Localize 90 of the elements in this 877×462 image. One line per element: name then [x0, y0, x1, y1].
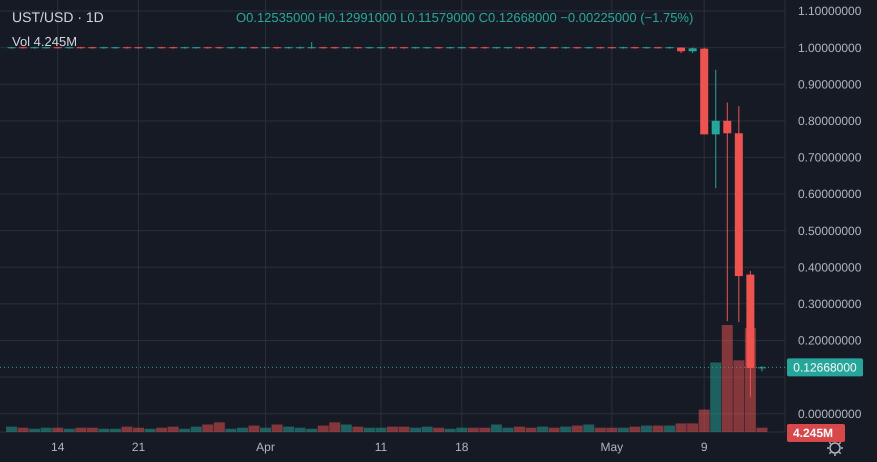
bar: [168, 426, 179, 432]
y-tick-label: 0.50000000: [798, 224, 862, 238]
bar: [594, 428, 606, 432]
bar: [664, 426, 676, 432]
candlestick: [723, 102, 732, 322]
bar: [433, 428, 444, 432]
bar: [133, 428, 144, 432]
y-tick-label: 0.70000000: [798, 150, 862, 165]
bar: [479, 428, 490, 432]
y-tick-label: 0.60000000: [798, 187, 862, 202]
bar: [294, 428, 306, 432]
bar: [526, 428, 537, 432]
bar: [387, 426, 398, 432]
bar: [236, 428, 248, 432]
annotation: Vol 4.245M: [12, 34, 78, 49]
bar: [18, 428, 29, 432]
bar: [444, 428, 456, 432]
bar: [329, 422, 340, 432]
bar: [190, 426, 202, 432]
y-tick-label: 1.10000000: [798, 4, 862, 18]
bar: [722, 325, 733, 432]
bar: [272, 424, 283, 432]
y-tick-label: 0.20000000: [798, 334, 862, 348]
bar: [514, 426, 525, 432]
bar: [583, 424, 594, 432]
x-tick-label: 21: [132, 440, 146, 454]
bar: [52, 428, 64, 432]
bar: [110, 428, 121, 432]
bar: [29, 428, 40, 432]
x-tick-label: Apr: [256, 440, 275, 454]
bar: [352, 426, 364, 432]
bar: [537, 426, 548, 432]
bar: [490, 424, 502, 432]
bar: [121, 426, 132, 432]
candlestick: [712, 69, 720, 189]
bar: [756, 428, 768, 432]
x-tick-label: 18: [455, 440, 469, 454]
bar: [214, 422, 225, 432]
y-tick-label: 1.00000000: [798, 40, 862, 55]
bar: [225, 428, 236, 432]
y-tick-label: 0.40000000: [798, 260, 862, 274]
bar: [560, 426, 572, 432]
bar: [410, 428, 422, 432]
bar: [364, 428, 375, 432]
bar: [606, 428, 618, 432]
bar: [6, 426, 18, 432]
bar: [548, 428, 560, 432]
bar: [687, 423, 698, 432]
bar: [698, 410, 710, 432]
bar: [318, 426, 329, 432]
text: 4.245M: [793, 426, 834, 440]
x-tick-label: 9: [700, 440, 708, 454]
y-tick-label: 0.80000000: [798, 114, 862, 128]
bar: [398, 426, 410, 432]
x-tick-label: 11: [374, 440, 388, 454]
bar: [202, 424, 214, 432]
text: UST/USD · 1D: [12, 9, 104, 25]
bar: [468, 428, 479, 432]
bar: [86, 428, 98, 432]
x-tick-label: 14: [51, 440, 65, 454]
bar: [144, 428, 156, 432]
bar: [572, 426, 583, 432]
bar: [629, 426, 640, 432]
bar: [248, 426, 260, 432]
text: O0.12535000 H0.12991000 L0.11579000 C0.12668000 −0.00225000 (−1.75%): [236, 10, 694, 25]
bar: [75, 428, 86, 432]
bar: [733, 360, 744, 432]
bar: [156, 428, 168, 432]
bar: [40, 428, 52, 432]
y-tick-label: 0.30000000: [798, 297, 862, 312]
bar: [676, 423, 687, 432]
y-tick-label: 0.90000000: [798, 77, 862, 92]
bar: [456, 428, 468, 432]
ref-line-label: 0.12668000: [793, 360, 858, 375]
bar: [260, 428, 272, 432]
bar: [340, 424, 352, 432]
bar: [710, 362, 722, 432]
bar: [502, 428, 514, 432]
bar: [283, 426, 294, 432]
bar: [306, 428, 318, 432]
bar: [179, 428, 190, 432]
bar: [64, 428, 75, 432]
bar: [375, 428, 386, 432]
bar: [422, 426, 433, 432]
bar: [640, 426, 652, 432]
y-tick-label: 0.00000000: [798, 406, 862, 421]
bar: [98, 428, 110, 432]
bar: [652, 426, 664, 432]
x-tick-label: May: [600, 440, 624, 454]
bar: [618, 428, 629, 432]
